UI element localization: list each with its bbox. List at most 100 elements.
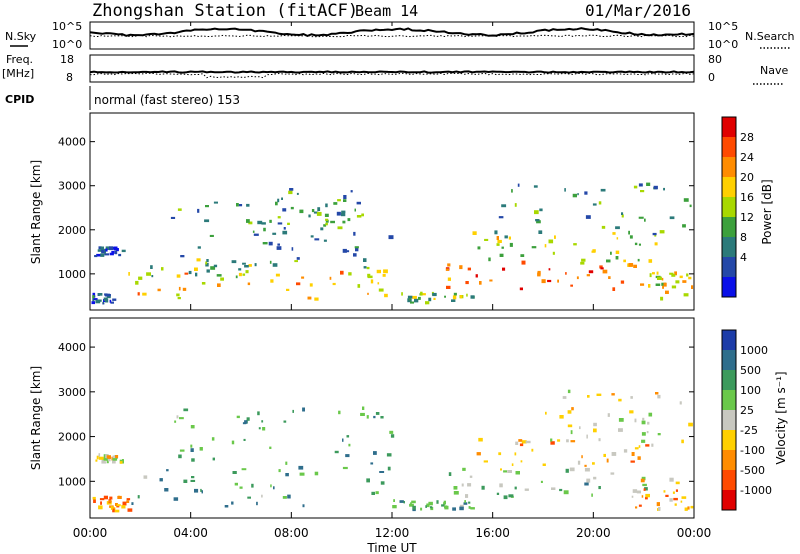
heatmap-cell	[242, 273, 246, 276]
heatmap-cell	[472, 231, 477, 235]
x-tick-label: 12:00	[375, 526, 410, 540]
heatmap-cell	[105, 246, 111, 250]
heatmap-cell	[200, 488, 202, 492]
heatmap-cell	[276, 246, 282, 250]
heatmap-cell	[107, 457, 111, 462]
heatmap-cell	[570, 440, 576, 443]
heatmap-cell	[521, 260, 526, 265]
heatmap-cell	[311, 209, 315, 213]
heatmap-cell	[511, 463, 514, 466]
heatmap-cell	[509, 242, 513, 247]
heatmap-cell	[615, 226, 620, 230]
heatmap-cell	[121, 249, 126, 253]
colorbar-tick-label: 20	[740, 171, 754, 184]
heatmap-cell	[176, 274, 181, 278]
heatmap-cell	[420, 291, 423, 296]
heatmap-cell	[503, 495, 508, 500]
heatmap-cell	[112, 458, 118, 461]
heatmap-cell	[142, 292, 147, 296]
nsky-label: N.Sky	[5, 30, 37, 43]
heatmap-cell	[612, 287, 616, 291]
heatmap-cell	[277, 198, 280, 203]
heatmap-cell	[646, 431, 649, 434]
heatmap-cell	[515, 471, 520, 475]
heatmap-cell	[112, 508, 115, 513]
heatmap-cell	[498, 452, 502, 456]
heatmap-cell	[239, 486, 243, 489]
colorbar-swatch	[722, 177, 736, 198]
heatmap-cell	[443, 500, 446, 505]
heatmap-cell	[686, 273, 689, 277]
heatmap-cell	[669, 272, 674, 275]
velocity-y-ticks: 4000 3000 2000 1000	[58, 341, 694, 488]
heatmap-cell	[638, 243, 641, 246]
heatmap-cell	[572, 193, 577, 198]
heatmap-cell	[282, 496, 287, 499]
heatmap-cell	[183, 479, 188, 483]
heatmap-cell	[247, 496, 251, 499]
heatmap-cell	[680, 500, 683, 503]
heatmap-cell	[101, 461, 107, 464]
heatmap-cell	[253, 233, 259, 236]
colorbar-swatch	[722, 197, 736, 218]
heatmap-cell	[292, 409, 294, 413]
heatmap-cell	[409, 503, 414, 507]
heatmap-cell	[444, 295, 446, 298]
heatmap-cell	[531, 448, 534, 452]
heatmap-cell	[360, 412, 365, 416]
heatmap-cell	[581, 455, 583, 459]
heatmap-cell	[675, 481, 680, 485]
colorbar-swatch	[722, 370, 736, 391]
heatmap-cell	[329, 276, 332, 280]
heatmap-cell	[389, 430, 394, 434]
heatmap-cell	[341, 212, 346, 217]
heatmap-cell	[119, 461, 123, 464]
heatmap-cell	[460, 295, 463, 299]
heatmap-cell	[536, 220, 541, 224]
heatmap-cell	[615, 256, 619, 260]
heatmap-cell	[446, 285, 451, 289]
freq-tick-high: 18	[60, 53, 74, 66]
heatmap-cell	[269, 219, 272, 223]
heatmap-cell	[96, 455, 99, 460]
heatmap-cell	[373, 415, 376, 419]
heatmap-cell	[231, 501, 234, 505]
heatmap-cell	[598, 201, 602, 205]
heatmap-cell	[262, 427, 266, 431]
heatmap-cell	[353, 253, 357, 257]
heatmap-cell	[333, 202, 338, 205]
heatmap-cell	[436, 500, 439, 504]
y-tick-label: 4000	[58, 341, 86, 354]
heatmap-cell	[324, 213, 329, 217]
colorbar-swatch	[722, 450, 736, 471]
heatmap-cell	[494, 230, 498, 235]
heatmap-cell	[410, 301, 414, 304]
heatmap-cell	[640, 478, 645, 483]
heatmap-cell	[109, 246, 114, 251]
heatmap-cell	[188, 270, 192, 275]
heatmap-cell	[576, 276, 579, 280]
heatmap-cell	[566, 439, 569, 443]
velocity-colorbar-label: Velocity [m s⁻¹]	[774, 371, 788, 464]
heatmap-cell	[150, 265, 153, 269]
heatmap-cell	[636, 490, 641, 494]
heatmap-cell	[452, 507, 456, 511]
heatmap-cell	[277, 216, 281, 219]
heatmap-cell	[412, 508, 416, 512]
heatmap-cell	[109, 299, 112, 303]
heatmap-cell	[114, 509, 120, 513]
heatmap-cell	[479, 281, 482, 285]
heatmap-cell	[470, 507, 475, 510]
heatmap-cell	[325, 222, 328, 226]
heatmap-cell	[248, 221, 253, 225]
nave-label: Nave	[760, 64, 788, 77]
heatmap-cell	[367, 292, 369, 295]
heatmap-cell	[648, 284, 651, 288]
heatmap-cell	[355, 247, 359, 252]
heatmap-cell	[157, 288, 161, 292]
heatmap-cell	[537, 270, 541, 275]
heatmap-cell	[641, 495, 644, 498]
heatmap-cell	[399, 500, 404, 503]
heatmap-cell	[606, 259, 611, 263]
